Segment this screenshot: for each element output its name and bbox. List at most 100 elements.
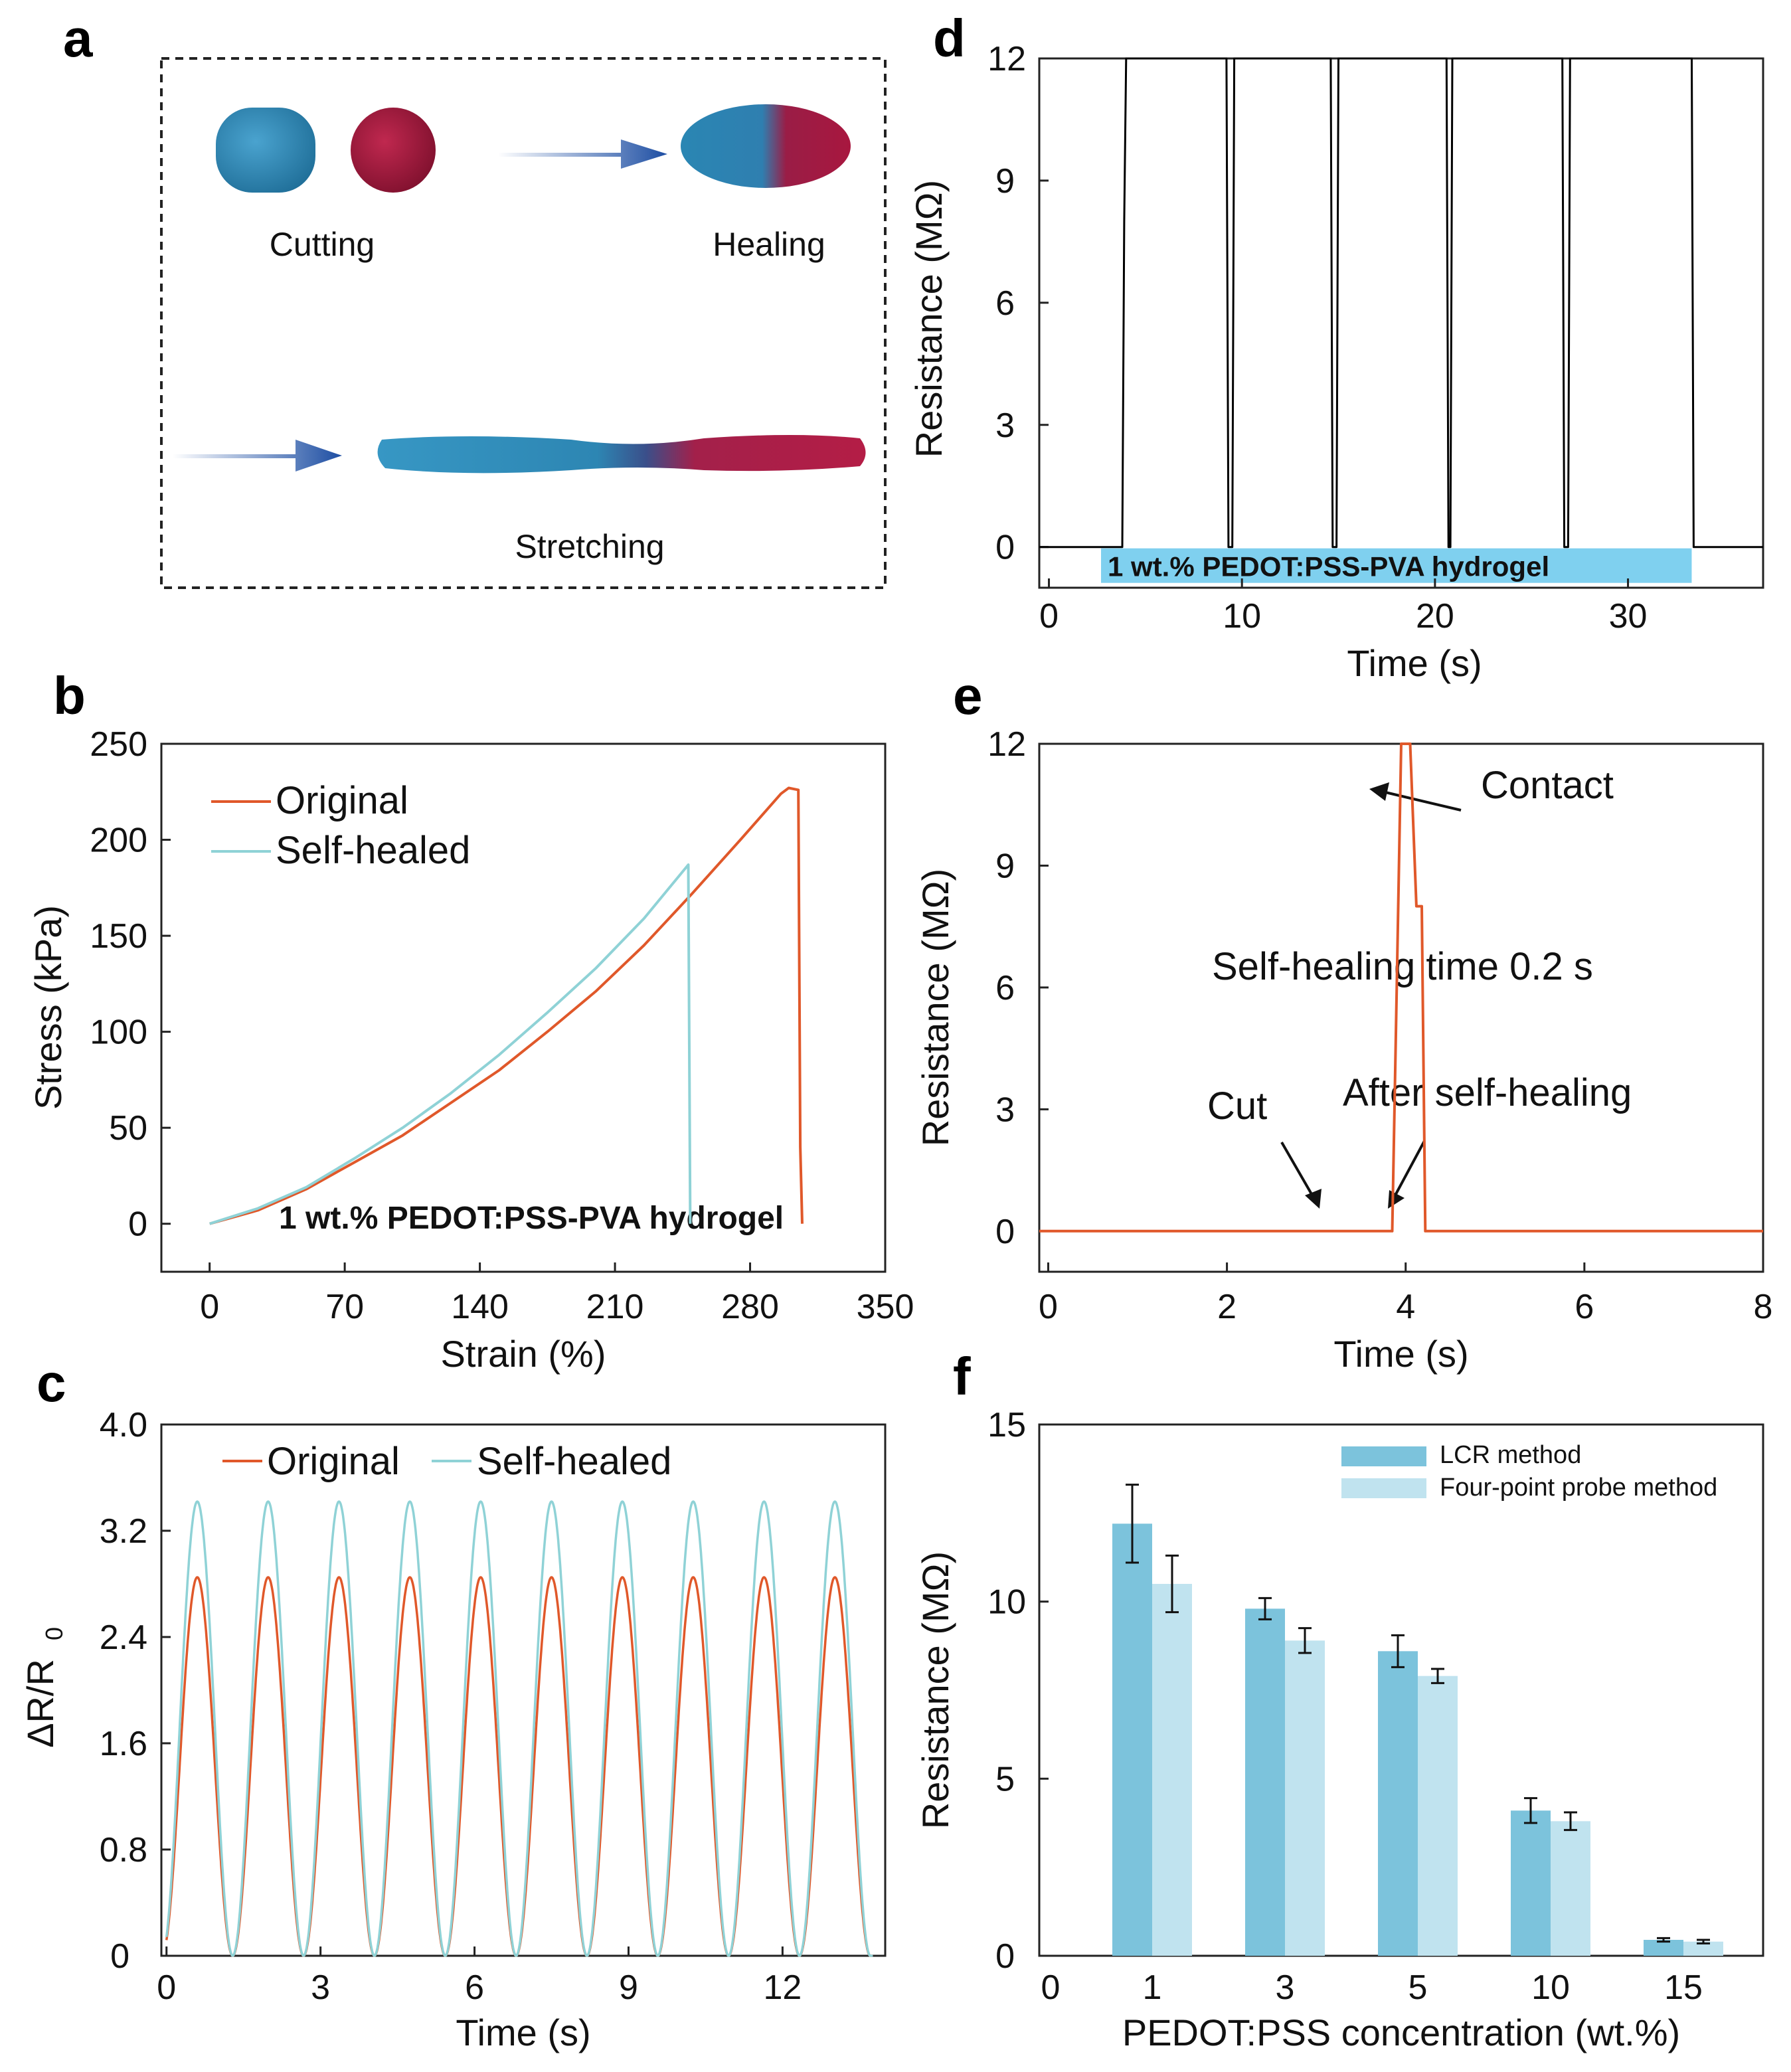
series-self-healed-line (165, 1500, 873, 1957)
y-tick-label: 6 (995, 284, 1015, 323)
y-tick-label: 0.8 (100, 1831, 147, 1869)
y-tick-label: 50 (109, 1109, 147, 1148)
healing-label: Healing (713, 226, 825, 263)
x-tick-label: 0 (1039, 1288, 1058, 1326)
cut-arrow (1280, 1142, 1313, 1195)
healing-time-label: Self-healing time 0.2 s (1212, 945, 1593, 988)
x-tick-label: 10 (1223, 597, 1261, 636)
x-tick-label: 2 (1217, 1288, 1237, 1326)
y-tick-label: 6 (995, 969, 1015, 1007)
y-axis-title-main: ΔR/R (19, 1659, 61, 1748)
x-tick-label: 1 (1143, 1968, 1162, 2007)
x-tick-label: 20 (1416, 597, 1454, 636)
y-tick-label: 250 (90, 725, 147, 764)
y-tick-label: 0 (995, 529, 1015, 567)
y-tick-label: 0 (995, 1213, 1015, 1251)
y-tick-label: 150 (90, 917, 147, 956)
y-tick-label: 12 (987, 725, 1026, 764)
x-tick-labels-c: 0 3 6 9 12 (157, 1968, 802, 2007)
annotation-box-d (1101, 548, 1692, 583)
y-tick-label: 15 (987, 1406, 1026, 1444)
x-zero-label-f: 0 (1041, 1968, 1061, 2007)
stretching-label: Stretching (515, 528, 664, 565)
plot-frame-d (1038, 57, 1764, 589)
cutting-label: Cutting (270, 226, 375, 263)
legend-label-self-healed: Self-healed (276, 829, 470, 872)
panel-b-chart: 0 50 100 150 200 250 0 70 140 210 280 35… (27, 725, 914, 1375)
resistance-line (1039, 742, 1763, 1233)
x-tick-label: 6 (465, 1968, 484, 2007)
panel-label-e: e (953, 666, 983, 725)
x-tick-label: 6 (1575, 1288, 1594, 1326)
x-tick-labels-b: 0 70 140 210 280 350 (200, 1288, 914, 1326)
bar (1418, 1676, 1458, 1956)
legend-label-original: Original (267, 1440, 400, 1483)
red-gel-cut (351, 108, 436, 193)
after-arrow (1395, 1140, 1426, 1195)
y-tick-label: 9 (995, 847, 1015, 885)
x-tick-label: 15 (1664, 1968, 1703, 2007)
x-tick-label: 0 (157, 1968, 176, 2007)
y-tick-label: 10 (987, 1583, 1026, 1622)
y-tick-label: 100 (90, 1013, 147, 1052)
y-tick-label: 4.0 (100, 1406, 147, 1444)
contact-arrow-head (1369, 782, 1389, 801)
panel-a-photo: Cutting Healing Stretching (160, 57, 887, 589)
y-axis-title-b: Stress (kPa) (27, 905, 69, 1110)
y-tick-labels-d: 0 3 6 9 12 (987, 40, 1026, 567)
panel-f-chart: 0 5 10 15 0 1 3 5 10 15 PEDOT:PSS concen… (914, 1406, 1764, 2053)
plot-frame-c (160, 1423, 887, 1957)
panel-label-d: d (933, 9, 966, 68)
y-tick-label: 3 (995, 406, 1015, 445)
resistance-line (1039, 57, 1763, 549)
cut-arrow-head (1305, 1189, 1322, 1209)
plot-frame-b (160, 742, 887, 1273)
panel-label-b: b (53, 666, 86, 725)
y-tick-labels-f: 0 5 10 15 (987, 1406, 1026, 1976)
y-tick-label: 200 (90, 821, 147, 860)
annotation-d: 1 wt.% PEDOT:PSS-PVA hydrogel (1108, 551, 1549, 582)
bar (1152, 1584, 1192, 1956)
bar (1285, 1640, 1325, 1956)
y-tick-label: 3.2 (100, 1512, 147, 1551)
legend-label-four-point: Four-point probe method (1440, 1474, 1717, 1502)
legend-label-original: Original (276, 779, 408, 822)
y-tick-label: 0 (995, 1937, 1015, 1976)
contact-label: Contact (1481, 764, 1614, 807)
y-tick-label: 0 (128, 1205, 147, 1244)
cut-label: Cut (1207, 1084, 1267, 1128)
x-tick-label: 280 (721, 1288, 779, 1326)
y-tick-label: 5 (995, 1760, 1015, 1798)
x-axis-title-c: Time (s) (456, 2012, 590, 2053)
x-tick-label: 4 (1396, 1288, 1415, 1326)
y-tick-label: 9 (995, 162, 1015, 201)
healed-gel (681, 104, 851, 188)
x-tick-label: 9 (619, 1968, 638, 2007)
panel-d-chart: 0 3 6 9 12 0 10 20 30 Time (s) Resistanc… (908, 40, 1764, 684)
y-tick-label: 0 (110, 1937, 129, 1976)
x-tick-label: 0 (200, 1288, 219, 1326)
x-tick-label: 5 (1408, 1968, 1428, 2007)
y-axis-title-sub: 0 (41, 1627, 68, 1640)
panel-c-chart: 0 0.8 1.6 2.4 3.2 4.0 0 3 6 9 12 Time (s… (19, 1406, 887, 2053)
x-tick-label: 3 (1276, 1968, 1295, 2007)
y-axis-title-c: ΔR/R 0 (19, 1627, 68, 1748)
arrow-top (498, 139, 667, 169)
plot-frame-e (1038, 742, 1764, 1273)
x-tick-labels-d: 0 10 20 30 (1039, 597, 1647, 636)
series-original-line (209, 786, 804, 1225)
panel-label-a: a (63, 9, 93, 68)
legend-label-self-healed: Self-healed (477, 1440, 671, 1483)
x-tick-labels-e: 0 2 4 6 8 (1039, 1288, 1772, 1326)
y-tick-label: 3 (995, 1090, 1015, 1129)
y-tick-labels-e: 0 3 6 9 12 (987, 725, 1026, 1251)
x-tick-label: 70 (325, 1288, 364, 1326)
x-axis-title-b: Strain (%) (441, 1333, 606, 1375)
bar (1551, 1821, 1590, 1956)
x-tick-label: 10 (1531, 1968, 1570, 2007)
y-tick-label: 1.6 (100, 1725, 147, 1763)
series-original-line (165, 1576, 873, 1957)
arrow-bottom (173, 440, 342, 472)
annotation-b: 1 wt.% PEDOT:PSS-PVA hydrogel (279, 1201, 784, 1236)
